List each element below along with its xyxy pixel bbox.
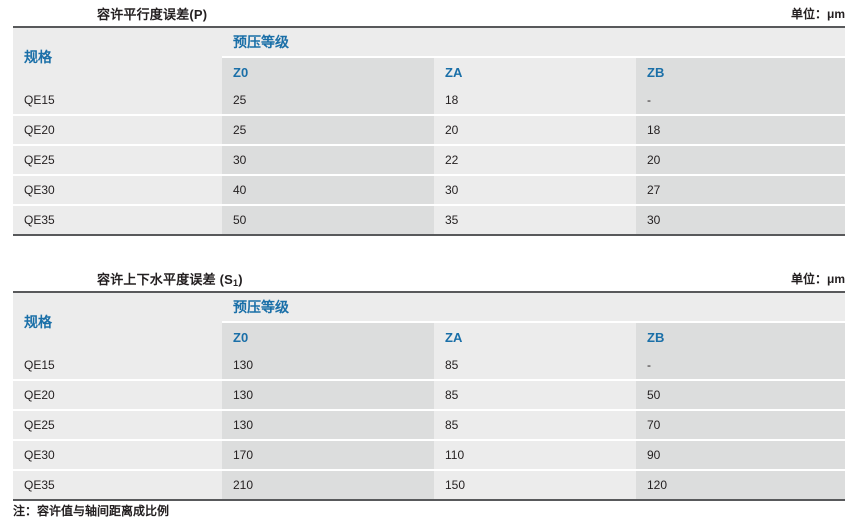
table-2-r1-spec: QE20 bbox=[13, 380, 222, 411]
table-2-title-subscript: 1 bbox=[233, 278, 239, 288]
table-2-r0-z0: 130 bbox=[222, 351, 434, 381]
table-row: QE30 170 110 90 bbox=[13, 440, 846, 471]
table-2-r2-za: 85 bbox=[434, 410, 636, 441]
table-2-unit-label: 单位：μm bbox=[790, 272, 845, 286]
table-1-subhead-za: ZA bbox=[434, 57, 636, 86]
table-1-r2-spec: QE25 bbox=[13, 145, 222, 176]
table-2-r0-spec: QE15 bbox=[13, 351, 222, 381]
table-2-r2-spec: QE25 bbox=[13, 410, 222, 441]
table-1-r1-spec: QE20 bbox=[13, 115, 222, 146]
table-2-subhead-z0: Z0 bbox=[222, 322, 434, 351]
table-1-r2-z0: 30 bbox=[222, 145, 434, 176]
table-1-r2-za: 22 bbox=[434, 145, 636, 176]
table-2-head: 规格 预压等级 Z0 ZA ZB bbox=[13, 292, 846, 351]
table-2-r3-zb: 90 bbox=[636, 440, 846, 471]
table-1-r4-za: 35 bbox=[434, 205, 636, 235]
table-1-wrapper: 规格 预压等级 Z0 ZA ZB QE15 25 18 - QE20 bbox=[13, 26, 846, 236]
table-1-caption-row: 容许平行度误差(P) 单位：μm bbox=[0, 0, 856, 26]
table-2-r4-zb: 120 bbox=[636, 470, 846, 500]
table-row: QE35 50 35 30 bbox=[13, 205, 846, 235]
table-2-r3-za: 110 bbox=[434, 440, 636, 471]
table-2-wrapper: 规格 预压等级 Z0 ZA ZB QE15 130 85 - QE20 bbox=[13, 291, 846, 501]
table-2-title-text: 容许上下水平度误差 (S bbox=[97, 272, 234, 287]
table-2-r1-z0: 130 bbox=[222, 380, 434, 411]
table-1-r4-z0: 50 bbox=[222, 205, 434, 235]
table-row: QE15 25 18 - bbox=[13, 86, 846, 116]
table-2-header-row-sub: Z0 ZA ZB bbox=[13, 322, 846, 351]
table-row: QE20 25 20 18 bbox=[13, 115, 846, 146]
table-1-header-row-sub: Z0 ZA ZB bbox=[13, 57, 846, 86]
table-1-body: QE15 25 18 - QE20 25 20 18 QE25 30 22 20 bbox=[13, 86, 846, 235]
table-2-r3-spec: QE30 bbox=[13, 440, 222, 471]
table-2-r1-zb: 50 bbox=[636, 380, 846, 411]
table-1-r3-zb: 27 bbox=[636, 175, 846, 206]
table-1-unit-label: 单位：μm bbox=[790, 7, 845, 21]
horizontal-level-tolerance-table: 规格 预压等级 Z0 ZA ZB QE15 130 85 - QE20 bbox=[13, 291, 846, 501]
table-row: QE35 210 150 120 bbox=[13, 470, 846, 500]
table-row: QE25 130 85 70 bbox=[13, 410, 846, 441]
table-row: QE30 40 30 27 bbox=[13, 175, 846, 206]
table-2-spec-header: 规格 bbox=[13, 292, 222, 351]
table-2-r0-zb: - bbox=[636, 351, 846, 381]
table-2-title: 容许上下水平度误差 (S1) bbox=[97, 269, 243, 288]
table-2-r4-spec: QE35 bbox=[13, 470, 222, 500]
table-1-r0-spec: QE15 bbox=[13, 86, 222, 116]
table-2-preload-group-header: 预压等级 bbox=[222, 292, 846, 323]
table-2-r1-za: 85 bbox=[434, 380, 636, 411]
table-1-r1-z0: 25 bbox=[222, 115, 434, 146]
table-2-r0-za: 85 bbox=[434, 351, 636, 381]
parallelism-tolerance-table: 规格 预压等级 Z0 ZA ZB QE15 25 18 - QE20 bbox=[13, 26, 846, 236]
table-1-r0-z0: 25 bbox=[222, 86, 434, 116]
table-1-title: 容许平行度误差(P) bbox=[97, 4, 207, 23]
table-2-header-row-group: 规格 预压等级 bbox=[13, 292, 846, 351]
table-1-r1-zb: 18 bbox=[636, 115, 846, 146]
table-2-r2-z0: 130 bbox=[222, 410, 434, 441]
table-2-subhead-za: ZA bbox=[434, 322, 636, 351]
table-1-spec-header: 规格 bbox=[13, 27, 222, 86]
table-2-title-tail: ) bbox=[238, 272, 243, 287]
table-1-r3-spec: QE30 bbox=[13, 175, 222, 206]
table-1-r1-za: 20 bbox=[434, 115, 636, 146]
table-2-r2-zb: 70 bbox=[636, 410, 846, 441]
table-1-r3-za: 30 bbox=[434, 175, 636, 206]
table-1-r4-zb: 30 bbox=[636, 205, 846, 235]
table-1-head: 规格 预压等级 Z0 ZA ZB bbox=[13, 27, 846, 86]
table-row: QE20 130 85 50 bbox=[13, 380, 846, 411]
footnote: 注：容许值与轴间距离成比例 bbox=[13, 504, 170, 518]
table-1-r0-za: 18 bbox=[434, 86, 636, 116]
table-2-r4-za: 150 bbox=[434, 470, 636, 500]
table-1-r4-spec: QE35 bbox=[13, 205, 222, 235]
table-2-r3-z0: 170 bbox=[222, 440, 434, 471]
table-2-body: QE15 130 85 - QE20 130 85 50 QE25 130 85… bbox=[13, 351, 846, 500]
table-1-r2-zb: 20 bbox=[636, 145, 846, 176]
table-1-r0-zb: - bbox=[636, 86, 846, 116]
table-2-r4-z0: 210 bbox=[222, 470, 434, 500]
table-row: QE25 30 22 20 bbox=[13, 145, 846, 176]
table-1-preload-group-header: 预压等级 bbox=[222, 27, 846, 58]
table-2-caption-row: 容许上下水平度误差 (S1) 单位：μm bbox=[0, 265, 856, 291]
table-row: QE15 130 85 - bbox=[13, 351, 846, 381]
table-2-subhead-zb: ZB bbox=[636, 322, 846, 351]
table-1-title-text: 容许平行度误差(P) bbox=[97, 7, 208, 22]
table-1-subhead-zb: ZB bbox=[636, 57, 846, 86]
table-1-subhead-z0: Z0 bbox=[222, 57, 434, 86]
table-1-r3-z0: 40 bbox=[222, 175, 434, 206]
table-1-header-row-group: 规格 预压等级 bbox=[13, 27, 846, 86]
